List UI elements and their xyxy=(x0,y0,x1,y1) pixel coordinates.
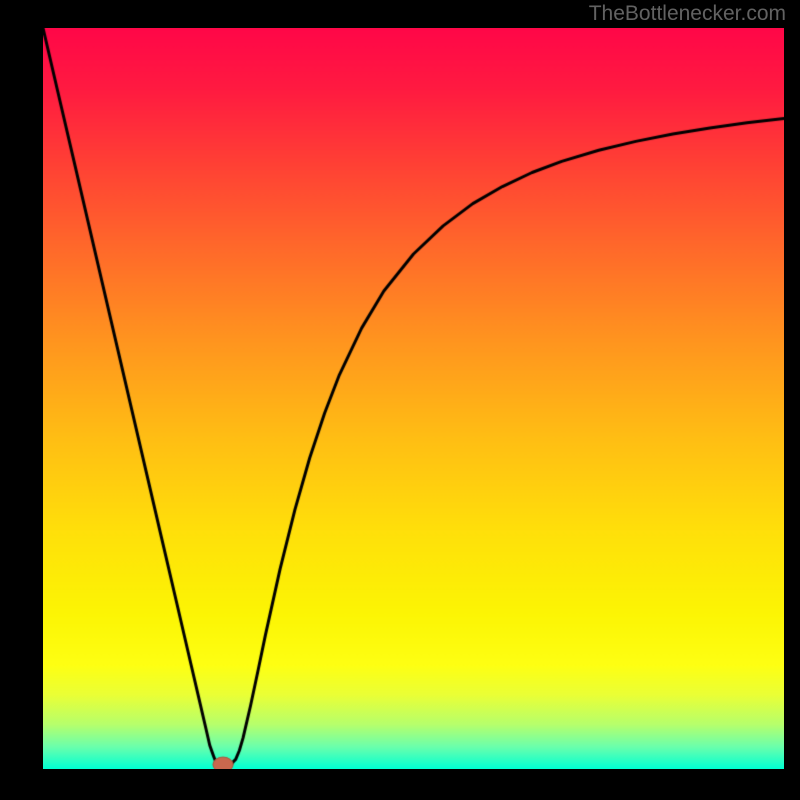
watermark-text: TheBottlenecker.com xyxy=(589,2,786,26)
plot-area xyxy=(43,28,784,769)
plot-canvas xyxy=(43,28,784,769)
chart-container: TheBottlenecker.com xyxy=(0,0,800,800)
